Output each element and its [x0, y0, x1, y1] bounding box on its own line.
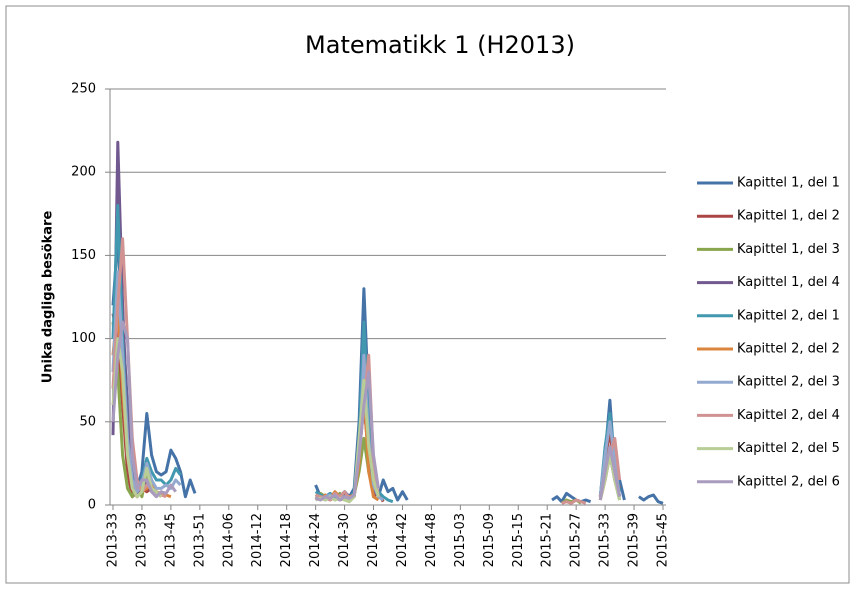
legend-label: Kapittel 2, del 4 — [737, 408, 840, 423]
x-tick-label: 2014-12 — [250, 513, 265, 567]
legend-label: Kapittel 2, del 6 — [737, 474, 840, 489]
legend-label: Kapittel 2, del 3 — [737, 375, 840, 390]
legend-label: Kapittel 2, del 1 — [737, 308, 840, 323]
x-tick-label: 2015-39 — [627, 513, 642, 567]
x-tick-label: 2013-39 — [134, 513, 149, 567]
y-tick-label: 100 — [71, 331, 96, 346]
x-tick-label: 2014-42 — [395, 513, 410, 567]
x-tick-label: 2013-33 — [106, 513, 121, 567]
legend-label: Kapittel 1, del 4 — [737, 275, 840, 290]
x-tick-label: 2014-06 — [221, 513, 236, 567]
x-tick-label: 2015-21 — [540, 513, 555, 567]
legend-label: Kapittel 2, del 5 — [737, 441, 840, 456]
y-tick-label: 200 — [71, 165, 96, 180]
x-tick-label: 2014-24 — [308, 513, 323, 567]
x-tick-label: 2014-18 — [279, 513, 294, 567]
y-tick-label: 150 — [71, 248, 96, 263]
x-tick-label: 2014-30 — [337, 513, 352, 567]
chart-title: Matematikk 1 (H2013) — [305, 31, 575, 59]
x-tick-label: 2015-33 — [598, 513, 613, 567]
x-tick-label: 2015-27 — [569, 513, 584, 567]
y-tick-label: 50 — [79, 414, 96, 429]
legend-label: Kapittel 1, del 2 — [737, 209, 840, 224]
y-tick-label: 250 — [71, 82, 96, 97]
y-tick-label: 0 — [88, 498, 96, 513]
x-tick-label: 2014-48 — [424, 513, 439, 567]
x-tick-label: 2013-45 — [163, 513, 178, 567]
x-tick-label: 2013-51 — [192, 513, 207, 567]
series-line — [111, 320, 622, 502]
legend-label: Kapittel 1, del 3 — [737, 242, 840, 257]
x-tick-label: 2015-09 — [482, 513, 497, 567]
x-tick-label: 2015-45 — [656, 513, 671, 567]
y-axis-title: Unika dagliga besökare — [41, 211, 56, 384]
x-tick-label: 2015-03 — [453, 513, 468, 567]
x-tick-label: 2015-15 — [511, 513, 526, 567]
x-tick-label: 2014-36 — [366, 513, 381, 567]
legend-label: Kapittel 1, del 1 — [737, 176, 840, 191]
legend-label: Kapittel 2, del 2 — [737, 342, 840, 357]
